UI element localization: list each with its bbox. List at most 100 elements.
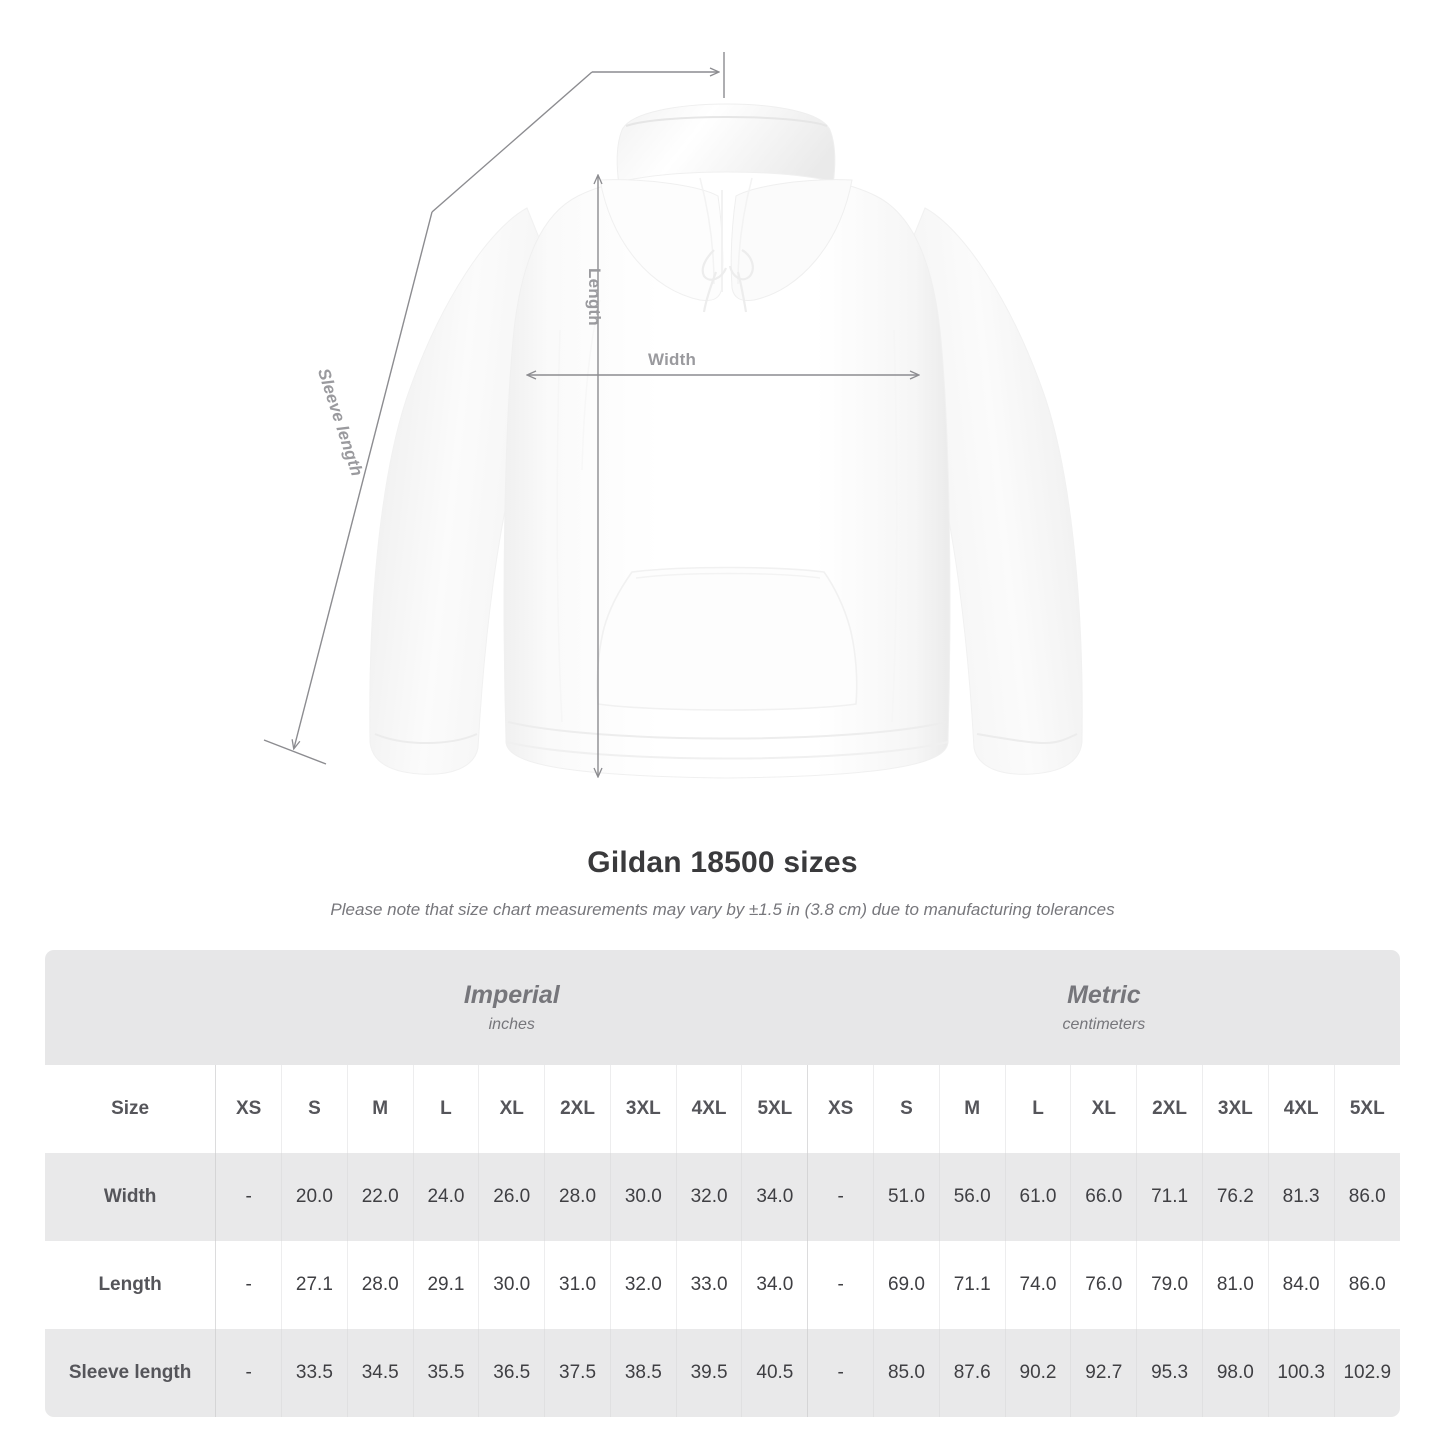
cell-imperial-s: 27.1	[281, 1241, 348, 1329]
cell-metric-5xl: 86.0	[1333, 1241, 1400, 1329]
drawstring	[701, 249, 754, 313]
cell-metric-3xl: 76.2	[1201, 1153, 1269, 1241]
size-header-xs: XS	[215, 1065, 282, 1153]
cell-metric-xl: 66.0	[1070, 1153, 1137, 1241]
cell-imperial-xl: 30.0	[478, 1241, 545, 1329]
hoodie-drawing	[263, 52, 1083, 779]
unit-group-sub: inches	[488, 1016, 535, 1034]
tolerance-note: Please note that size chart measurements…	[330, 900, 1115, 919]
cell-imperial-2xl: 31.0	[544, 1241, 611, 1329]
cell-metric-xs: -	[807, 1153, 874, 1241]
garment-illustration: Width Length Sleeve length	[263, 52, 1083, 779]
table-row: Length -27.1 28.0 29.1 30.0 31.0 32.0 33.0 34.0-…	[45, 1241, 1400, 1329]
size-table: Imperial inches Metric centimeters Size XS S M L…	[45, 950, 1400, 1417]
cell-imperial-5xl: 40.5	[741, 1329, 808, 1417]
cell-imperial-m: 22.0	[346, 1153, 414, 1241]
size-header-5xl: 5XL	[741, 1065, 808, 1153]
cell-metric-5xl: 102.9	[1333, 1329, 1400, 1417]
unit-group-imperial: Imperial inches	[215, 950, 808, 1065]
cell-metric-xl: 92.7	[1070, 1329, 1137, 1417]
length-label: Length	[585, 268, 604, 326]
cell-metric-m: 71.1	[938, 1241, 1006, 1329]
cell-metric-s: 69.0	[873, 1241, 940, 1329]
cell-imperial-s: 33.5	[281, 1329, 348, 1417]
sleeve-length-arrow	[294, 211, 433, 748]
cell-imperial-l: 35.5	[412, 1329, 479, 1417]
measurement-lines	[263, 52, 918, 776]
size-column-header: Size	[45, 1065, 216, 1153]
cell-imperial-2xl: 28.0	[544, 1153, 611, 1241]
unit-group-row: Imperial inches Metric centimeters	[45, 950, 1400, 1065]
size-header-row: Size XS S M L XL 2XL 3XL 4XL 5XL XS S M L XL 2XL 3XL 4XL 5…	[45, 1065, 1400, 1153]
cell-imperial-xl: 36.5	[478, 1329, 545, 1417]
cell-metric-4xl: 100.3	[1267, 1329, 1335, 1417]
cell-imperial-2xl: 37.5	[544, 1329, 611, 1417]
cell-metric-2xl: 71.1	[1136, 1153, 1203, 1241]
cell-imperial-l: 29.1	[412, 1241, 479, 1329]
cell-imperial-5xl: 34.0	[741, 1153, 808, 1241]
cell-imperial-3xl: 30.0	[609, 1153, 677, 1241]
cell-imperial-s: 20.0	[281, 1153, 348, 1241]
size-header-xl: XL	[1070, 1065, 1137, 1153]
table-row: Width -20.0 22.0 24.0 26.0 28.0 30.0 32.0 34.0-5…	[45, 1153, 1400, 1241]
cell-imperial-xs: -	[215, 1241, 282, 1329]
cell-metric-xs: -	[807, 1241, 874, 1329]
cell-metric-m: 87.6	[938, 1329, 1006, 1417]
size-header-5xl: 5XL	[1333, 1065, 1400, 1153]
cell-metric-xl: 76.0	[1070, 1241, 1137, 1329]
cell-imperial-4xl: 39.5	[675, 1329, 742, 1417]
cell-metric-l: 61.0	[1004, 1153, 1071, 1241]
table-row: Sleeve length -33.5 34.5 35.5 36.5 37.5 38.5 39…	[45, 1329, 1400, 1417]
cell-imperial-4xl: 33.0	[675, 1241, 742, 1329]
size-header-s: S	[873, 1065, 940, 1153]
cell-imperial-m: 34.5	[346, 1329, 414, 1417]
size-header-4xl: 4XL	[1267, 1065, 1335, 1153]
cell-metric-l: 90.2	[1004, 1329, 1071, 1417]
size-header-2xl: 2XL	[544, 1065, 611, 1153]
unit-group-name: Metric	[1067, 980, 1141, 1009]
unit-group-name: Imperial	[463, 980, 560, 1009]
cell-imperial-3xl: 32.0	[609, 1241, 677, 1329]
cell-metric-5xl: 86.0	[1333, 1153, 1400, 1241]
cell-metric-l: 74.0	[1004, 1241, 1071, 1329]
cell-metric-3xl: 98.0	[1201, 1329, 1269, 1417]
cell-imperial-xs: -	[215, 1153, 282, 1241]
sleeve-leader-bend	[431, 71, 593, 213]
cell-imperial-m: 28.0	[346, 1241, 414, 1329]
cell-imperial-xl: 26.0	[478, 1153, 545, 1241]
row-label: Length	[45, 1241, 216, 1329]
row-label: Sleeve length	[45, 1329, 216, 1417]
cell-imperial-xs: -	[215, 1329, 282, 1417]
size-table-container: Imperial inches Metric centimeters Size XS S M L…	[45, 950, 1400, 1417]
hoodie-shape	[369, 103, 1083, 779]
sleeve-bottom-tick	[263, 739, 327, 765]
width-label: Width	[648, 350, 697, 369]
cell-metric-xs: -	[807, 1329, 874, 1417]
unit-group-sub: centimeters	[1062, 1016, 1146, 1034]
unit-row-spacer	[45, 950, 216, 1065]
cell-metric-3xl: 81.0	[1201, 1241, 1269, 1329]
cell-metric-4xl: 81.3	[1267, 1153, 1335, 1241]
cell-imperial-4xl: 32.0	[675, 1153, 742, 1241]
size-header-m: M	[346, 1065, 414, 1153]
size-header-xl: XL	[478, 1065, 545, 1153]
row-label: Width	[45, 1153, 216, 1241]
cell-imperial-3xl: 38.5	[609, 1329, 677, 1417]
size-header-s: S	[281, 1065, 348, 1153]
cell-imperial-l: 24.0	[412, 1153, 479, 1241]
page-title: Gildan 18500 sizes	[587, 846, 858, 879]
cell-metric-s: 85.0	[873, 1329, 940, 1417]
title-block: Gildan 18500 sizes Please note that size…	[0, 846, 1445, 920]
size-header-xs: XS	[807, 1065, 874, 1153]
unit-group-metric: Metric centimeters	[807, 950, 1400, 1065]
size-header-3xl: 3XL	[609, 1065, 677, 1153]
cell-imperial-5xl: 34.0	[741, 1241, 808, 1329]
cell-metric-m: 56.0	[938, 1153, 1006, 1241]
size-header-m: M	[938, 1065, 1006, 1153]
size-header-l: L	[1004, 1065, 1071, 1153]
size-header-3xl: 3XL	[1201, 1065, 1269, 1153]
cell-metric-s: 51.0	[873, 1153, 940, 1241]
cell-metric-2xl: 79.0	[1136, 1241, 1203, 1329]
cell-metric-2xl: 95.3	[1136, 1329, 1203, 1417]
